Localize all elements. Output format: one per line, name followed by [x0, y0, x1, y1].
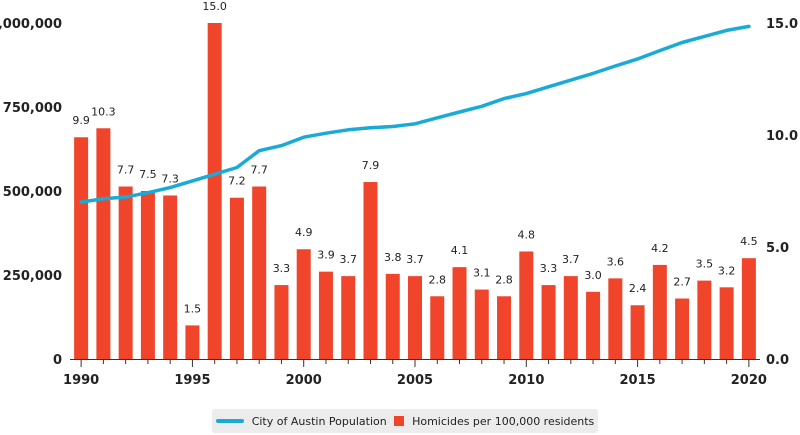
y-left-tick-label: 0: [53, 353, 62, 368]
homicide-bar: [408, 276, 422, 359]
homicide-bar: [140, 191, 155, 359]
homicide-bar: [185, 325, 200, 359]
bar-value-label: 9.9: [72, 114, 90, 127]
y-right-tick-label: 15.0: [766, 17, 798, 32]
homicide-bar: [341, 276, 356, 359]
bar-value-label: 3.7: [339, 253, 357, 266]
bar-value-label: 7.5: [139, 168, 157, 181]
homicide-bar: [96, 128, 111, 359]
x-tick-label: 2010: [508, 373, 544, 388]
homicide-bar: [608, 278, 623, 359]
homicide-bar: [430, 296, 445, 359]
legend: City of Austin Population Homicides per …: [212, 409, 598, 433]
homicide-bar: [118, 186, 133, 359]
legend-label-population: City of Austin Population: [251, 414, 387, 428]
x-tick-label: 1990: [63, 373, 99, 388]
homicide-bar: [519, 251, 534, 359]
bars: [74, 23, 756, 359]
bar-value-label: 4.5: [740, 235, 758, 248]
homicide-bar: [318, 271, 333, 359]
y-left-tick-label: 500,000: [3, 185, 62, 200]
homicide-bar: [296, 249, 311, 359]
homicide-bar: [229, 197, 244, 359]
bar-value-label: 10.3: [91, 105, 116, 118]
bar-value-labels: 9.910.3 7.7 7.5 7.3 1.5 15.0 7.2 7.7 3.3 4.9 3.9 3.…: [72, 0, 757, 315]
legend-label-homicides: Homicides per 100,000 residents: [412, 414, 595, 428]
bar-value-label: 3.3: [273, 262, 291, 275]
bar-value-label: 15.0: [202, 0, 227, 13]
bar-value-label: 2.8: [495, 273, 513, 286]
bar-value-label: 4.9: [295, 226, 313, 239]
y-left-tick-label: 250,000: [3, 269, 62, 284]
bar-value-label: 1.5: [184, 302, 202, 315]
y-right-tick-label: 0.0: [766, 353, 789, 368]
bar-value-label: 7.2: [228, 175, 246, 188]
bar-value-label: 7.7: [250, 164, 268, 177]
homicide-bar: [630, 305, 645, 359]
population-line: [79, 24, 751, 204]
homicide-bar: [274, 285, 289, 359]
x-tick-label: 1995: [174, 373, 210, 388]
legend-item-homicides: Homicides per 100,000 residents: [394, 415, 594, 428]
bar-value-label: 7.7: [117, 164, 135, 177]
x-tick-label: 2015: [619, 373, 655, 388]
homicide-bar: [207, 23, 222, 359]
homicide-bar: [363, 182, 378, 359]
bar-value-label: 3.7: [406, 253, 424, 266]
homicide-bar: [541, 285, 556, 359]
legend-line-swatch: [215, 419, 244, 423]
bar-value-label: 3.5: [696, 258, 714, 271]
bar-value-label: 3.2: [718, 264, 736, 277]
y-left-tick-label: 750,000: [3, 101, 62, 116]
homicide-bar: [652, 264, 667, 359]
axes: 0 250,000 500,000 750,000 1,000,000 0.0 5.0 10.…: [0, 17, 798, 388]
bar-value-label: 2.7: [673, 276, 691, 289]
homicide-bar: [385, 273, 400, 359]
bar-value-label: 7.3: [161, 172, 179, 185]
bar-value-label: 7.9: [362, 159, 380, 172]
bar-value-label: 3.6: [607, 255, 625, 268]
bar-value-label: 3.3: [540, 262, 558, 275]
bar-value-label: 3.8: [384, 251, 402, 264]
homicide-bar: [452, 267, 467, 359]
y-right-tick-label: 10.0: [766, 129, 798, 144]
legend-bar-swatch: [394, 416, 405, 426]
x-tick-label: 2005: [397, 373, 433, 388]
bar-value-label: 4.2: [651, 242, 669, 255]
x-tick-label: 2000: [286, 373, 322, 388]
bar-value-label: 3.7: [562, 253, 580, 266]
y-right-tick-label: 5.0: [766, 241, 789, 256]
homicide-bar: [586, 291, 601, 359]
homicide-bar: [563, 276, 578, 359]
bar-value-label: 3.1: [473, 267, 491, 280]
homicide-bar: [74, 137, 89, 359]
bar-value-label: 2.4: [629, 282, 647, 295]
x-tick-label: 2020: [731, 373, 767, 388]
bar-value-label: 3.0: [584, 269, 602, 282]
bar-value-label: 2.8: [429, 273, 447, 286]
bar-value-label: 4.8: [518, 228, 536, 241]
homicide-bar: [252, 186, 267, 359]
bar-value-label: 3.9: [317, 249, 335, 262]
homicide-bar: [697, 280, 712, 359]
homicide-bar: [675, 298, 690, 359]
homicide-bar: [497, 296, 512, 359]
legend-item-population: City of Austin Population: [215, 414, 387, 428]
y-left-tick-label: 1,000,000: [0, 17, 62, 32]
population-line-layer: [79, 24, 751, 204]
bar-value-label: 4.1: [451, 244, 469, 257]
homicide-bar: [163, 195, 178, 359]
homicide-bar: [741, 258, 756, 359]
homicide-bar: [474, 289, 489, 359]
homicide-bar: [719, 287, 734, 359]
